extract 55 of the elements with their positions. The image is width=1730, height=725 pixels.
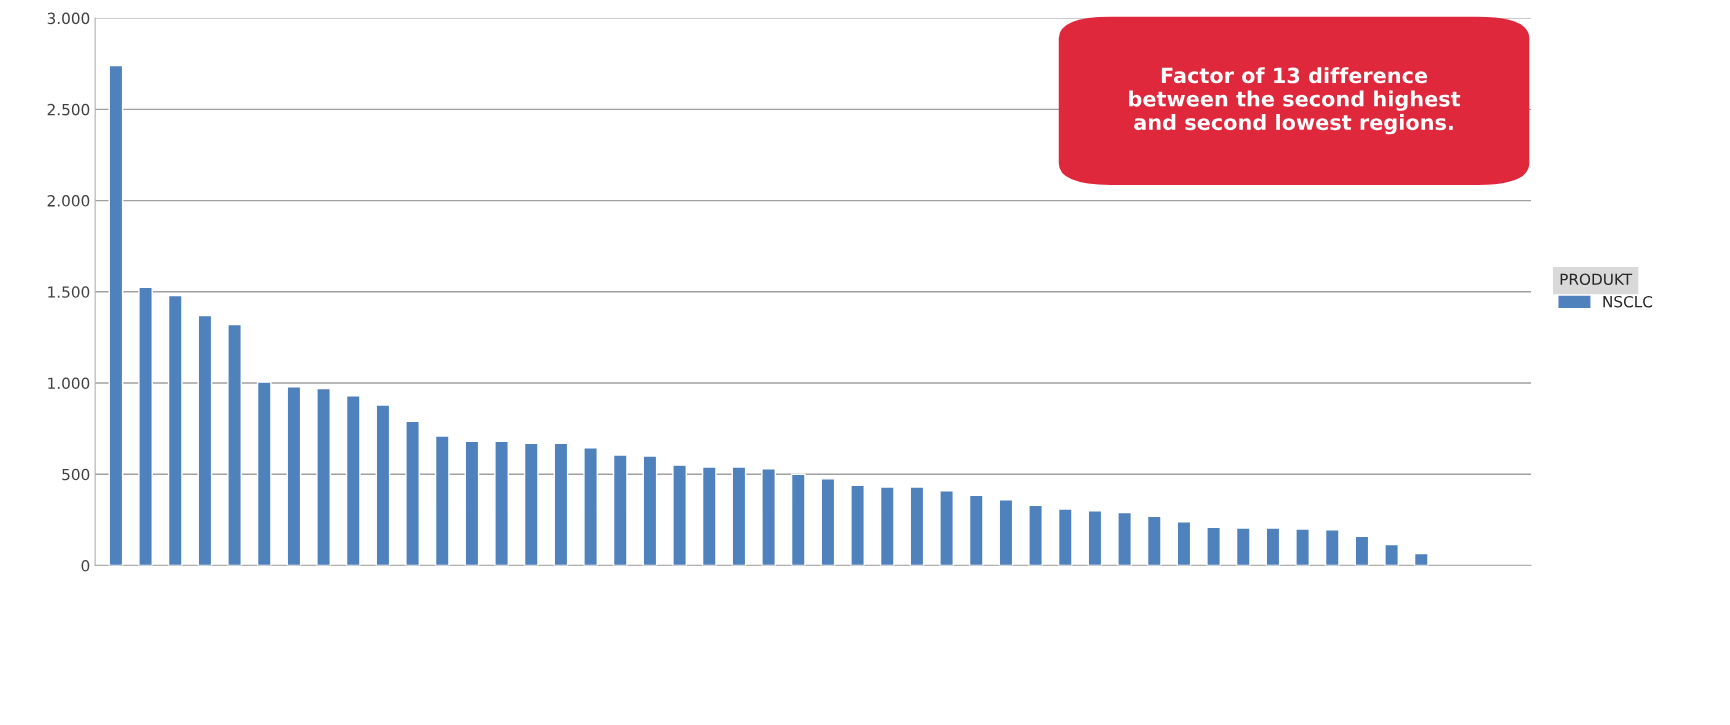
- y-tick-label: 0: [81, 559, 90, 572]
- bar: [553, 442, 569, 566]
- bar: [1265, 527, 1281, 566]
- bar: [879, 486, 895, 566]
- bar: [1413, 552, 1429, 566]
- bar: [939, 489, 954, 566]
- annotation: Factor of 13 difference between the second highest and second lowest regions.: [1129, 67, 1461, 135]
- bar: [1028, 504, 1043, 566]
- y-tick-label: 500: [62, 468, 90, 481]
- bar: [1206, 526, 1221, 566]
- bar: [286, 385, 302, 566]
- y-tick-label: 1.500: [48, 286, 90, 298]
- bar: [1176, 521, 1192, 566]
- bar: [1324, 529, 1340, 566]
- bar: [642, 455, 658, 566]
- bar: [1354, 535, 1370, 566]
- bar: [1087, 510, 1103, 566]
- y-tick-label: 3.000: [47, 12, 90, 25]
- bar: [1117, 511, 1132, 566]
- bar: [1295, 528, 1310, 566]
- y-tick-label: 2.500: [47, 103, 90, 116]
- legend-label: NSCLC: [1603, 295, 1653, 308]
- bar: [108, 64, 124, 566]
- bar: [138, 286, 153, 566]
- bar: [998, 499, 1014, 566]
- bar: [167, 294, 183, 566]
- bar: [464, 440, 480, 566]
- bar: [583, 447, 598, 566]
- bar: [316, 387, 331, 566]
- bar: [256, 381, 272, 566]
- bar: [790, 473, 806, 566]
- y-tick-label: 2.000: [47, 195, 90, 207]
- bar: [672, 464, 687, 566]
- bar: [494, 440, 509, 566]
- bar: [701, 466, 717, 566]
- bar: [761, 468, 776, 566]
- bar: [1057, 508, 1073, 566]
- bar: [434, 435, 450, 566]
- bar: [375, 404, 391, 566]
- bar: [1384, 543, 1399, 566]
- bar: [1235, 527, 1251, 566]
- bar: [612, 454, 628, 566]
- bar: [820, 478, 836, 566]
- bar: [405, 420, 420, 566]
- bar: [1146, 515, 1162, 566]
- bar: [197, 314, 213, 566]
- legend-title: PRODUKT: [1560, 273, 1633, 286]
- bar: [345, 395, 361, 566]
- bar: [731, 466, 747, 566]
- bar: [968, 494, 984, 566]
- bar: [227, 323, 242, 566]
- bar: [523, 442, 539, 566]
- bar: [909, 486, 925, 566]
- y-tick-label: 1.000: [48, 377, 90, 390]
- bar: [850, 484, 865, 566]
